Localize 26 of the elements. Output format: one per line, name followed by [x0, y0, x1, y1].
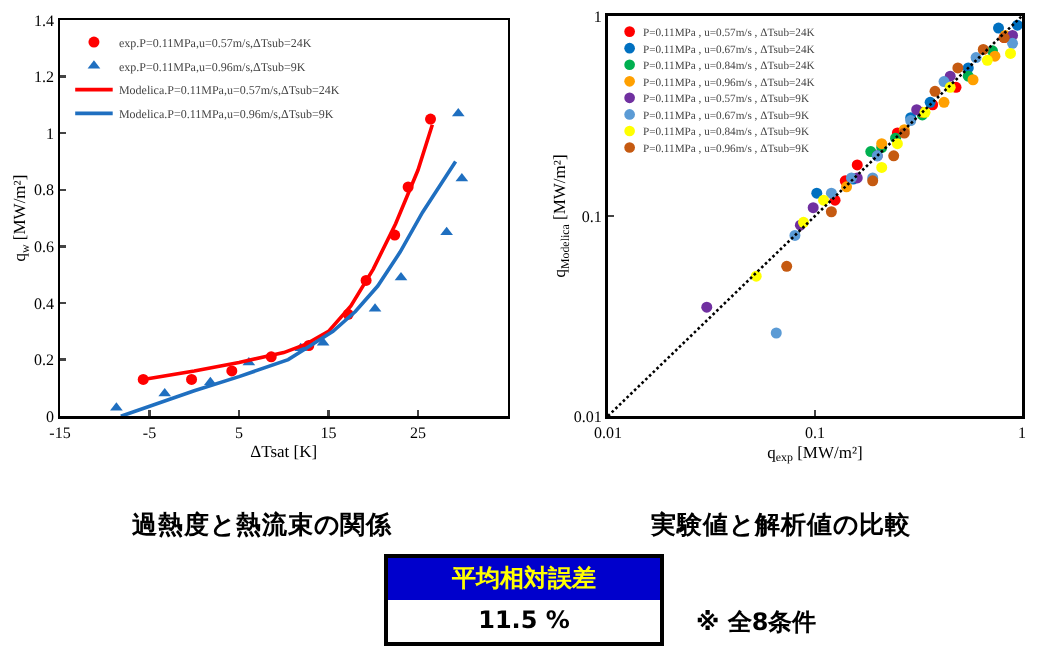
- text: 過熱度と熱流束の関係: [132, 509, 394, 540]
- y-tick-label: 0.8: [34, 181, 55, 200]
- y-tick-label: 0.1: [581, 207, 602, 226]
- x-tick-label: 1: [1018, 424, 1026, 443]
- x-tick-label: 0.1: [805, 424, 825, 443]
- text: 平均相対誤差: [388, 558, 660, 600]
- x-axis-title: q$_{exp}$ [MW/m²]: [767, 441, 864, 466]
- x-tick-label: 5: [235, 424, 243, 443]
- y-tick-label: 0.2: [34, 351, 55, 370]
- y-tick-label: 0.01: [573, 407, 602, 426]
- y-tick-label: 1: [593, 7, 602, 26]
- y-tick-label: 0.6: [34, 238, 55, 257]
- y-tick-label: 1.2: [34, 68, 55, 87]
- y-tick-label: 1.4: [34, 11, 55, 30]
- text: 11.5 %: [476, 604, 572, 638]
- y-tick-label: 0: [46, 407, 55, 426]
- x-tick-label: 0.01: [594, 424, 622, 443]
- x-tick-label: 25: [410, 424, 426, 443]
- text: ※ 全8条件: [696, 606, 817, 640]
- x-tick-label: -15: [49, 424, 71, 443]
- y-tick-label: 0.4: [34, 294, 55, 313]
- y-tick-label: 1: [46, 124, 55, 143]
- x-tick-label: -5: [142, 424, 157, 443]
- x-axis-title: ΔTsat [K]: [250, 440, 318, 461]
- x-tick-label: 15: [320, 424, 337, 443]
- text: 実験値と解析値の比較: [649, 509, 913, 540]
